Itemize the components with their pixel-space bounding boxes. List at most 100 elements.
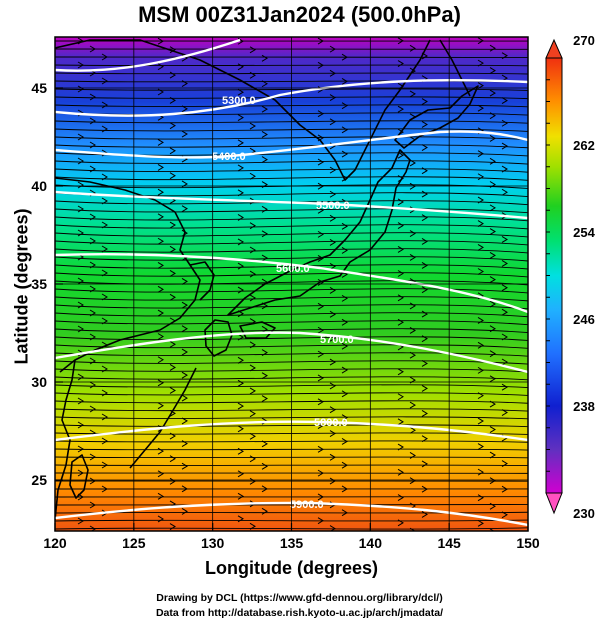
wind-arrow bbox=[249, 455, 256, 463]
wind-arrow bbox=[237, 425, 244, 433]
y-tick-label: 30 bbox=[31, 374, 47, 390]
streamline bbox=[55, 424, 528, 428]
streamline bbox=[55, 527, 528, 530]
wind-arrow bbox=[501, 409, 508, 416]
wind-arrow bbox=[89, 213, 96, 221]
wind-arrow bbox=[181, 105, 188, 113]
wind-arrow bbox=[489, 426, 496, 433]
wind-arrow bbox=[329, 94, 336, 102]
wind-arrow bbox=[329, 262, 336, 270]
wind-arrow bbox=[77, 373, 84, 381]
colorbar-label: 230 bbox=[573, 506, 595, 521]
coastline-kyushu bbox=[204, 319, 233, 357]
wind-arrow bbox=[421, 435, 428, 443]
colorbar: 270 262 254 246 238 230 bbox=[545, 33, 596, 521]
wind-arrow bbox=[249, 432, 256, 440]
wind-arrow bbox=[181, 507, 188, 515]
wind-arrow bbox=[489, 325, 496, 333]
wind-arrow bbox=[261, 395, 268, 402]
streamline bbox=[55, 128, 528, 132]
wind-arrow bbox=[261, 440, 268, 448]
streamline bbox=[55, 272, 528, 278]
wind-arrow bbox=[421, 144, 428, 151]
wind-arrow bbox=[341, 509, 348, 517]
wind-arrow bbox=[341, 222, 348, 230]
wind-arrow bbox=[501, 383, 508, 391]
wind-arrow bbox=[477, 59, 484, 67]
wind-arrow bbox=[101, 461, 108, 469]
wind-arrow bbox=[397, 60, 404, 67]
wind-arrow bbox=[341, 102, 348, 110]
wind-arrow bbox=[157, 515, 164, 523]
wind-arrow bbox=[157, 333, 164, 340]
wind-arrow bbox=[501, 142, 508, 150]
wind-arrow bbox=[397, 198, 404, 206]
streamline bbox=[55, 88, 528, 91]
wind-arrow bbox=[89, 141, 96, 149]
wind-arrow bbox=[329, 45, 336, 53]
wind-arrow bbox=[477, 220, 484, 228]
wind-arrow bbox=[181, 80, 188, 87]
wind-arrow bbox=[421, 410, 428, 417]
streamline bbox=[55, 448, 528, 451]
contour-label: 5900.0 bbox=[290, 499, 324, 511]
x-tick-label: 140 bbox=[359, 535, 383, 551]
wind-arrow bbox=[77, 157, 84, 165]
wind-arrow bbox=[77, 181, 84, 189]
wind-arrow bbox=[489, 375, 496, 383]
x-tick-label: 130 bbox=[201, 535, 225, 551]
wind-arrow bbox=[501, 188, 508, 196]
wind-arrow bbox=[317, 110, 324, 118]
streamline bbox=[55, 216, 528, 222]
wind-arrow bbox=[477, 392, 484, 400]
wind-arrow bbox=[317, 206, 324, 214]
wind-arrow bbox=[397, 270, 404, 277]
wind-arrow bbox=[489, 157, 496, 165]
y-tick-label: 40 bbox=[31, 178, 47, 194]
wind-arrow bbox=[181, 440, 188, 448]
x-axis: 120 125 130 135 140 145 150 bbox=[43, 523, 540, 551]
wind-arrow bbox=[101, 53, 108, 61]
wind-arrow bbox=[397, 468, 404, 476]
wind-arrow bbox=[157, 309, 164, 317]
wind-arrow bbox=[329, 166, 336, 174]
wind-arrow bbox=[89, 261, 96, 269]
credit-data: Data from http://database.rish.kyoto-u.a… bbox=[155, 607, 444, 619]
wind-arrow bbox=[157, 402, 164, 410]
wind-arrow bbox=[317, 469, 324, 477]
wind-arrow bbox=[181, 205, 188, 213]
y-tick-label: 25 bbox=[31, 472, 47, 488]
wind-arrow bbox=[249, 246, 256, 254]
wind-arrow bbox=[341, 438, 348, 445]
wind-arrow bbox=[169, 71, 176, 79]
wind-arrow bbox=[249, 122, 256, 130]
wind-arrow bbox=[169, 269, 176, 277]
wind-arrow bbox=[89, 381, 96, 389]
wind-arrow bbox=[77, 469, 84, 477]
wind-arrow bbox=[329, 358, 336, 366]
wind-arrow bbox=[89, 117, 96, 125]
wind-arrow bbox=[421, 167, 428, 175]
wind-arrow bbox=[501, 308, 508, 316]
streamline bbox=[55, 360, 528, 365]
streamline bbox=[55, 384, 528, 389]
wind-arrow bbox=[341, 53, 348, 61]
wind-arrow bbox=[169, 477, 176, 485]
wind-arrow bbox=[409, 327, 416, 334]
streamline bbox=[55, 64, 528, 67]
streamline bbox=[55, 464, 528, 467]
streamline bbox=[55, 160, 528, 165]
wind-arrow bbox=[89, 453, 96, 461]
wind-arrow bbox=[317, 302, 324, 310]
coastline-hokkaido bbox=[394, 85, 479, 149]
streamline bbox=[55, 416, 528, 420]
wind-arrow bbox=[89, 285, 96, 293]
wind-arrow bbox=[489, 204, 496, 212]
wind-arrow bbox=[421, 384, 428, 392]
streamline bbox=[55, 72, 528, 75]
wind-arrow bbox=[341, 461, 348, 469]
wind-arrow bbox=[169, 340, 176, 348]
wind-arrow bbox=[477, 494, 484, 502]
wind-arrow bbox=[101, 77, 108, 85]
wind-arrow bbox=[477, 150, 484, 158]
